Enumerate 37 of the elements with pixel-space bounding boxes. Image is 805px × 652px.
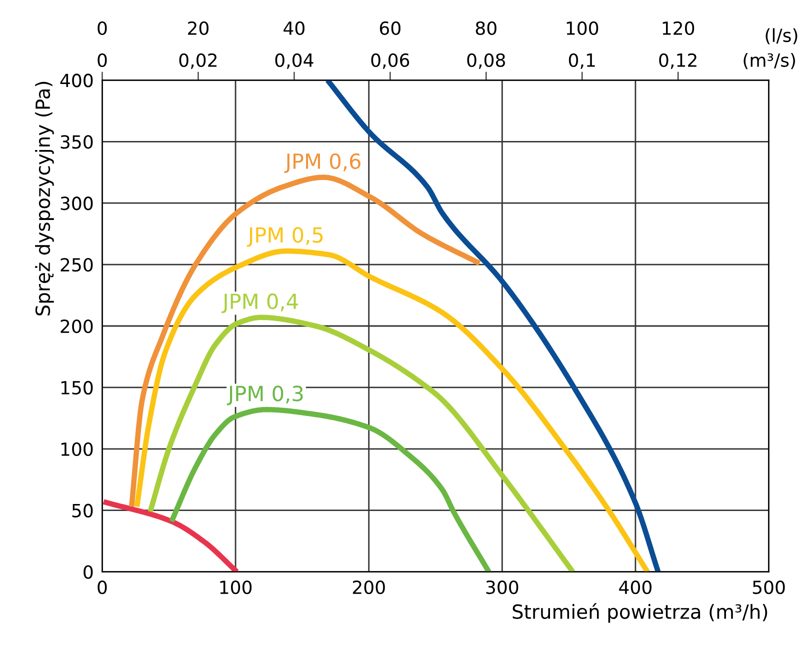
x2-tick-label: 80	[476, 21, 496, 36]
x-tick-label: 0	[98, 580, 107, 594]
text: 0,06	[371, 53, 410, 69]
text: 0,12	[659, 53, 696, 69]
x-axis-title: Strumień powietrza (m³/h)	[512, 603, 768, 623]
y-tick-label: 150	[61, 380, 93, 395]
text: (m³/s)	[744, 53, 796, 70]
series-label: JPM 0,6	[284, 153, 360, 173]
y-tick-label: 200	[60, 319, 93, 334]
x-tick-label: 100	[220, 580, 252, 594]
x-tick-label: 300	[486, 580, 518, 594]
y-tick-label: 50	[72, 504, 93, 518]
y-axis-title: Spręż dyspozycyjny (Pa)	[35, 82, 54, 316]
text: 0,08	[467, 53, 505, 69]
x2-tick-label: 60	[380, 21, 400, 36]
y-tick-label: 350	[60, 135, 93, 149]
text: 0,1	[568, 53, 595, 69]
y-tick-label: 300	[60, 196, 93, 210]
x2-tick-label: 40	[284, 21, 304, 36]
y-tick-label: 100	[61, 442, 93, 456]
x2-tick-label: 0	[98, 21, 107, 36]
x-tick-label: 500	[752, 580, 785, 594]
x2-tick-label: 20	[188, 21, 208, 36]
series-label: JPM 0,4	[222, 293, 298, 314]
text: 0,04	[275, 53, 314, 69]
series-label: JPM 0,5	[246, 227, 323, 247]
text: 0	[98, 53, 107, 67]
y-tick-label: 250	[60, 258, 93, 272]
text: 0,02	[179, 53, 216, 69]
x2-tick-label: 120	[662, 21, 694, 36]
x2-axis-title: (l/s)	[766, 28, 798, 44]
y-tick-label: 400	[60, 74, 93, 88]
series-label: JPM 0,3	[226, 386, 303, 406]
x-tick-label: 200	[352, 580, 385, 594]
x-tick-label: 400	[619, 580, 652, 594]
x2-tick-label: 100	[566, 21, 598, 36]
y-tick-label: 0	[84, 565, 93, 579]
